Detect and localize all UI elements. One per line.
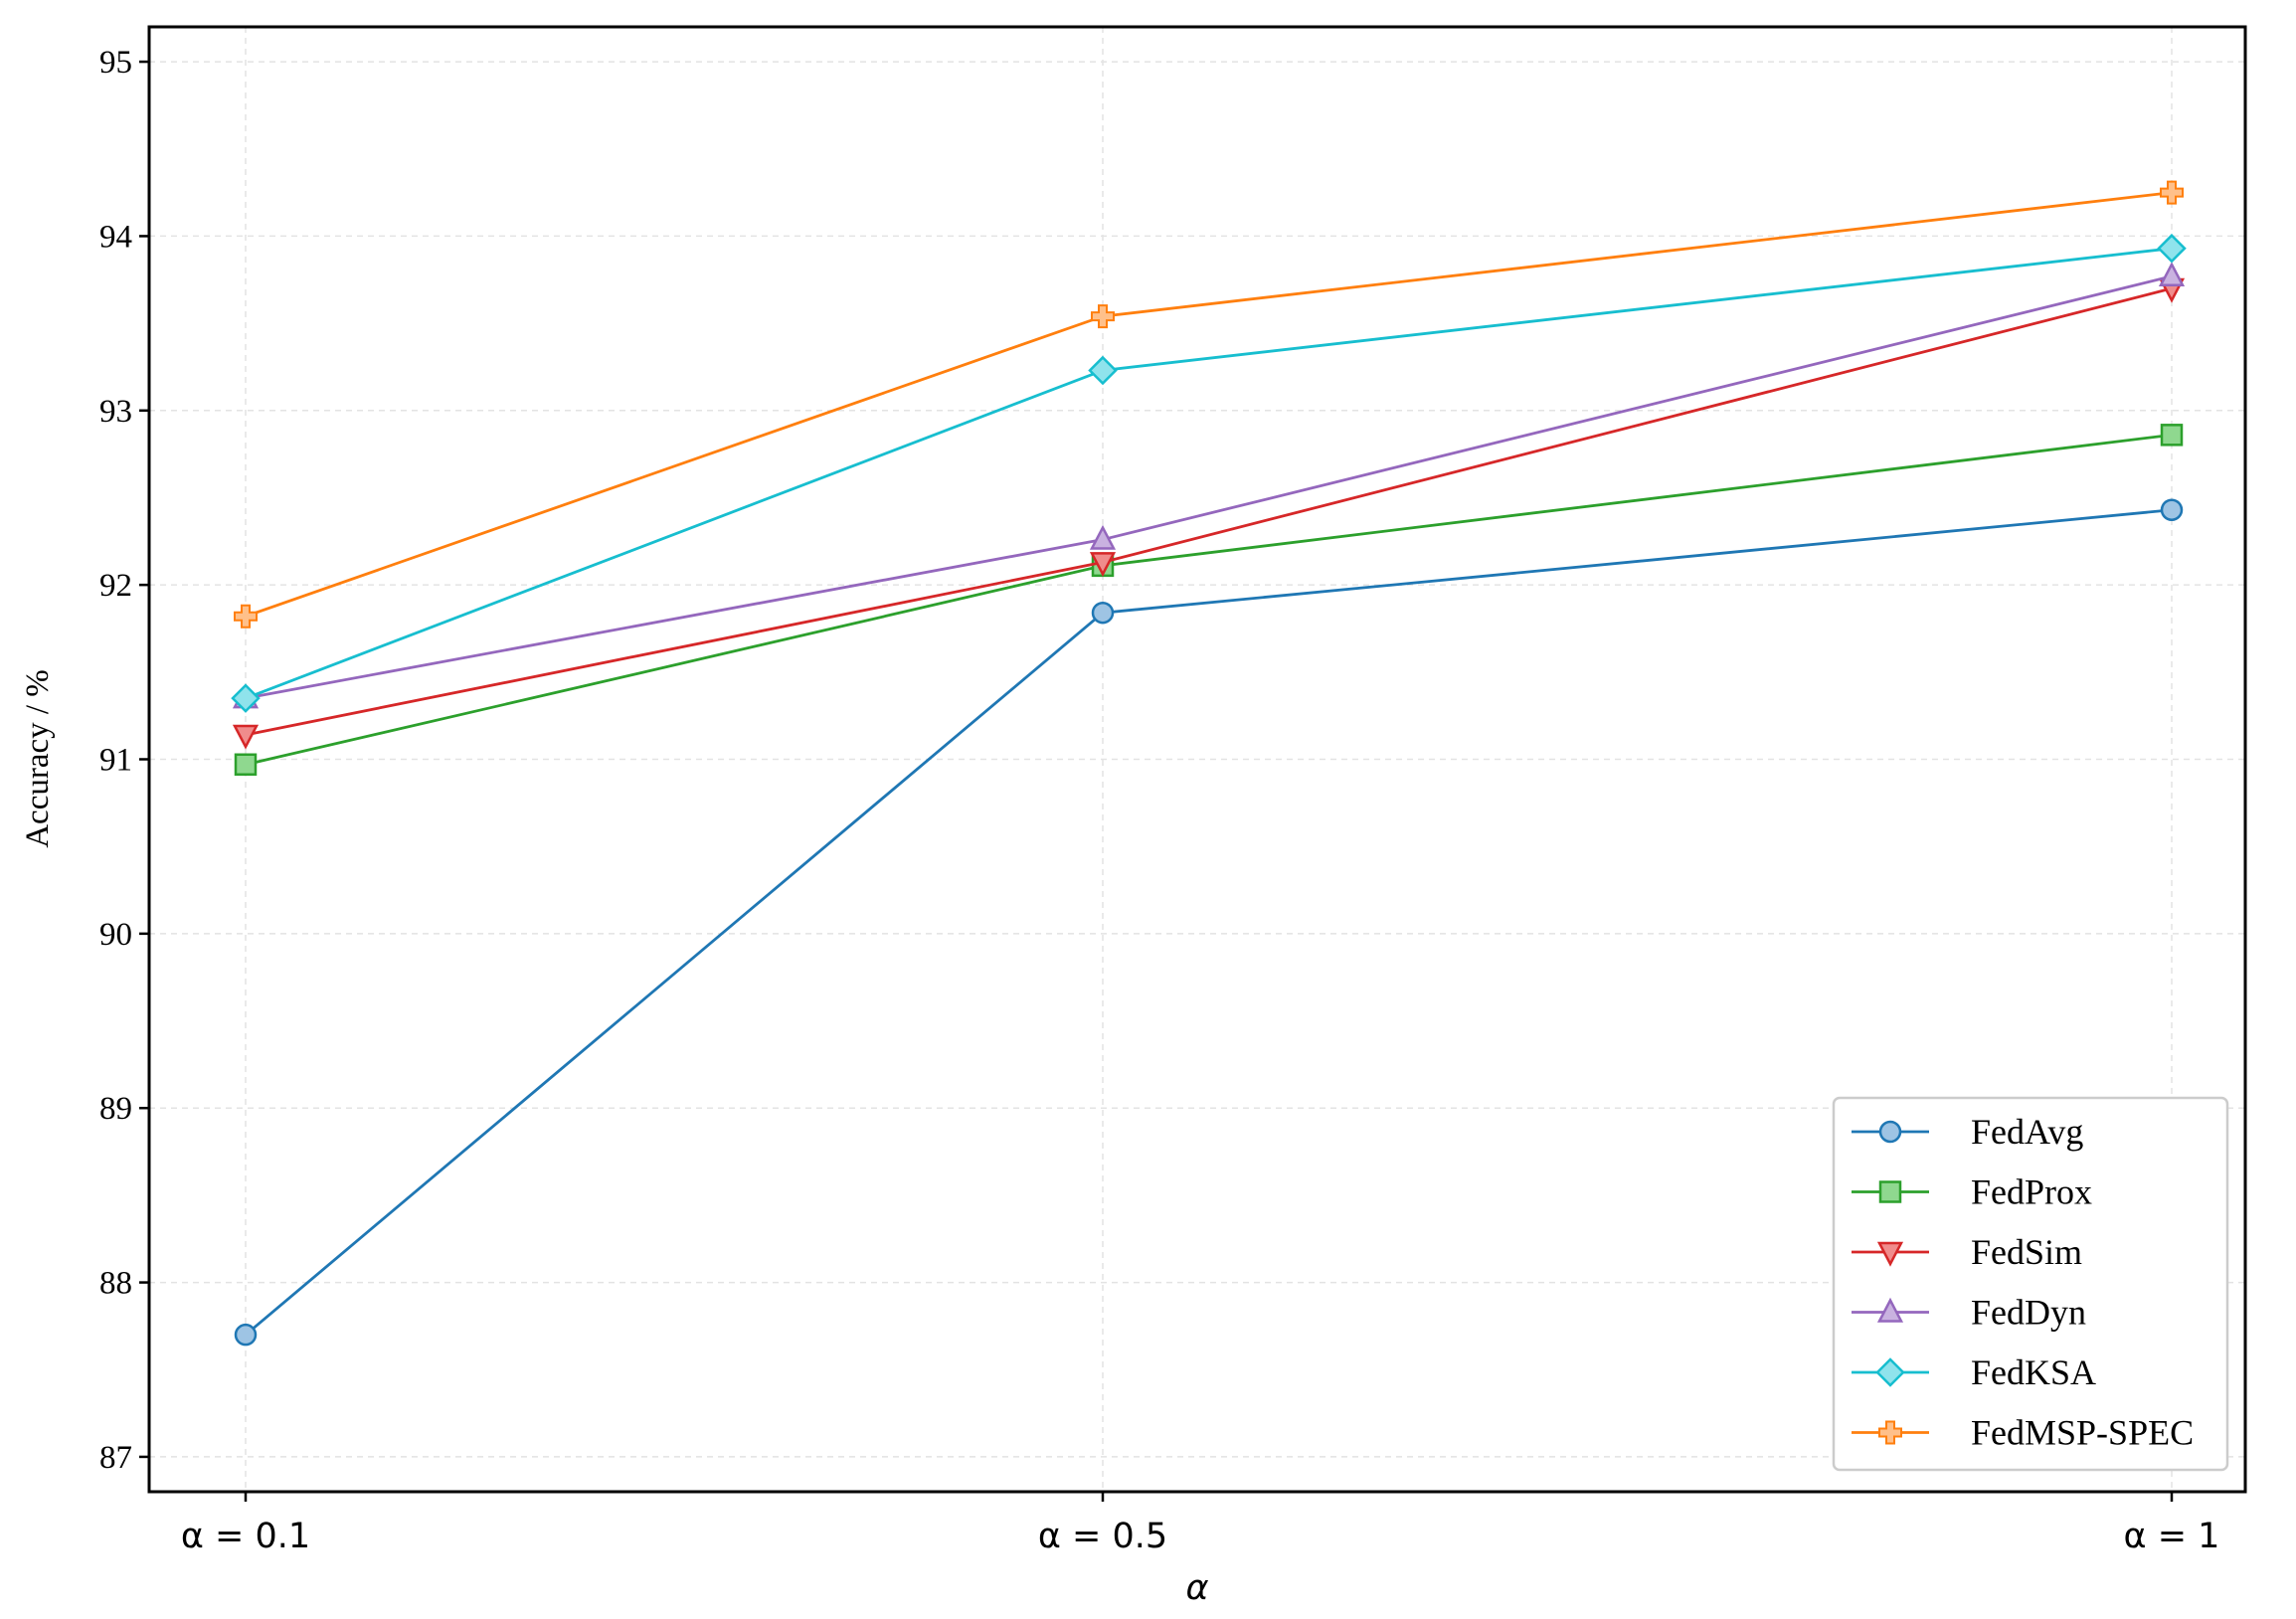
y-tick-label: 87 xyxy=(99,1440,132,1476)
legend-label: FedKSA xyxy=(1971,1352,2096,1392)
series-line xyxy=(245,433,2173,767)
legend-label: FedAvg xyxy=(1971,1112,2083,1152)
y-tick-label: 91 xyxy=(99,743,132,779)
legend: FedAvg FedProx FedSim FedDyn FedKSA FedMSP-SP… xyxy=(1832,1096,2229,1472)
data-point xyxy=(2160,498,2184,521)
legend-marker xyxy=(1876,1241,1904,1267)
x-tick-label: α = 0.1 xyxy=(181,1517,310,1556)
series-line xyxy=(245,247,2173,700)
data-point xyxy=(1091,601,1115,625)
x-axis: α = 0.1 α = 0.5 α = 1 xyxy=(181,1492,2220,1556)
legend-entry: FedAvg xyxy=(1852,1112,2083,1152)
y-tick-label: 90 xyxy=(99,917,132,953)
series-fedksa xyxy=(231,233,2187,713)
data-point xyxy=(2160,180,2184,205)
legend-label: FedSim xyxy=(1971,1232,2082,1272)
y-tick-label: 93 xyxy=(99,394,132,430)
series-fedavg xyxy=(234,498,2184,1347)
x-tick-label: α = 1 xyxy=(2124,1517,2220,1556)
series-line xyxy=(245,286,2173,737)
legend-marker xyxy=(1875,1357,1905,1387)
legend-entry: FedKSA xyxy=(1852,1352,2096,1392)
x-tick-label: α = 0.5 xyxy=(1038,1517,1167,1556)
legend-marker xyxy=(1878,1180,1902,1203)
x-axis-label: α xyxy=(1185,1568,1208,1608)
data-point xyxy=(234,1323,258,1347)
data-point xyxy=(232,724,260,750)
data-point xyxy=(1089,524,1117,550)
data-point xyxy=(234,753,258,777)
data-point xyxy=(234,604,258,629)
series-feddyn xyxy=(232,262,2186,709)
data-point xyxy=(231,683,261,713)
legend-box xyxy=(1832,1096,2229,1472)
data-point xyxy=(2158,262,2186,287)
legend-marker xyxy=(1878,1420,1902,1445)
legend-label: FedDyn xyxy=(1971,1293,2086,1333)
legend-label: FedMSP-SPEC xyxy=(1971,1413,2194,1453)
y-axis: 87 88 89 90 91 92 93 94 95 xyxy=(99,45,149,1476)
legend-entry: FedDyn xyxy=(1852,1293,2086,1333)
legend-entry: FedSim xyxy=(1852,1232,2082,1272)
series-fedprox xyxy=(234,424,2184,777)
series-line xyxy=(245,274,2173,700)
legend-entry: FedMSP-SPEC xyxy=(1852,1413,2194,1453)
data-point xyxy=(2160,424,2184,447)
series-fedmsp-spec xyxy=(234,180,2184,629)
data-point xyxy=(2157,233,2187,264)
y-tick-label: 94 xyxy=(99,219,132,255)
legend-label: FedProx xyxy=(1971,1172,2092,1212)
y-tick-label: 95 xyxy=(99,45,132,81)
data-point xyxy=(1089,552,1117,578)
y-tick-label: 89 xyxy=(99,1091,132,1127)
legend-marker xyxy=(1878,1120,1902,1144)
data-point xyxy=(1091,304,1115,329)
y-tick-label: 88 xyxy=(99,1266,132,1302)
data-point xyxy=(1088,355,1118,386)
legend-marker xyxy=(1876,1297,1904,1323)
y-axis-label: Accuracy / % xyxy=(20,669,56,848)
legend-entry: FedProx xyxy=(1852,1172,2092,1212)
series-group xyxy=(231,180,2187,1347)
y-tick-label: 92 xyxy=(99,568,132,604)
